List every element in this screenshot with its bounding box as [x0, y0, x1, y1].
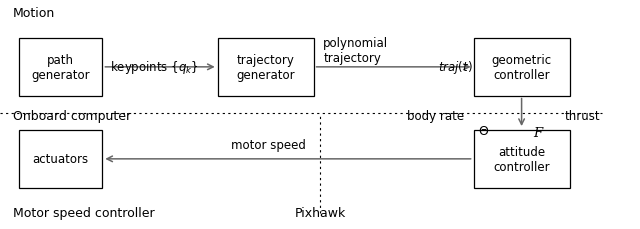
Text: Motion: Motion: [13, 7, 55, 20]
Text: Onboard computer: Onboard computer: [13, 110, 131, 123]
Text: path
generator: path generator: [31, 54, 90, 82]
Text: Motor speed controller: Motor speed controller: [13, 206, 154, 219]
FancyBboxPatch shape: [19, 39, 102, 96]
Text: $traj(t)$: $traj(t)$: [438, 59, 473, 76]
Text: body rate: body rate: [407, 110, 464, 123]
FancyBboxPatch shape: [474, 131, 570, 188]
Text: keypoints $\{q_k\}$: keypoints $\{q_k\}$: [110, 59, 199, 76]
FancyBboxPatch shape: [19, 131, 102, 188]
Text: geometric
controller: geometric controller: [492, 54, 552, 82]
Text: trajectory
generator: trajectory generator: [236, 54, 295, 82]
Text: polynomial
trajectory: polynomial trajectory: [323, 36, 388, 64]
Text: attitude
controller: attitude controller: [493, 145, 550, 173]
Text: actuators: actuators: [33, 153, 89, 166]
Text: Pixhawk: Pixhawk: [294, 206, 346, 219]
Text: Θ: Θ: [478, 124, 488, 137]
FancyBboxPatch shape: [218, 39, 314, 96]
Text: motor speed: motor speed: [232, 138, 306, 151]
Text: thrust: thrust: [564, 110, 600, 123]
FancyBboxPatch shape: [474, 39, 570, 96]
Text: F: F: [533, 126, 542, 139]
